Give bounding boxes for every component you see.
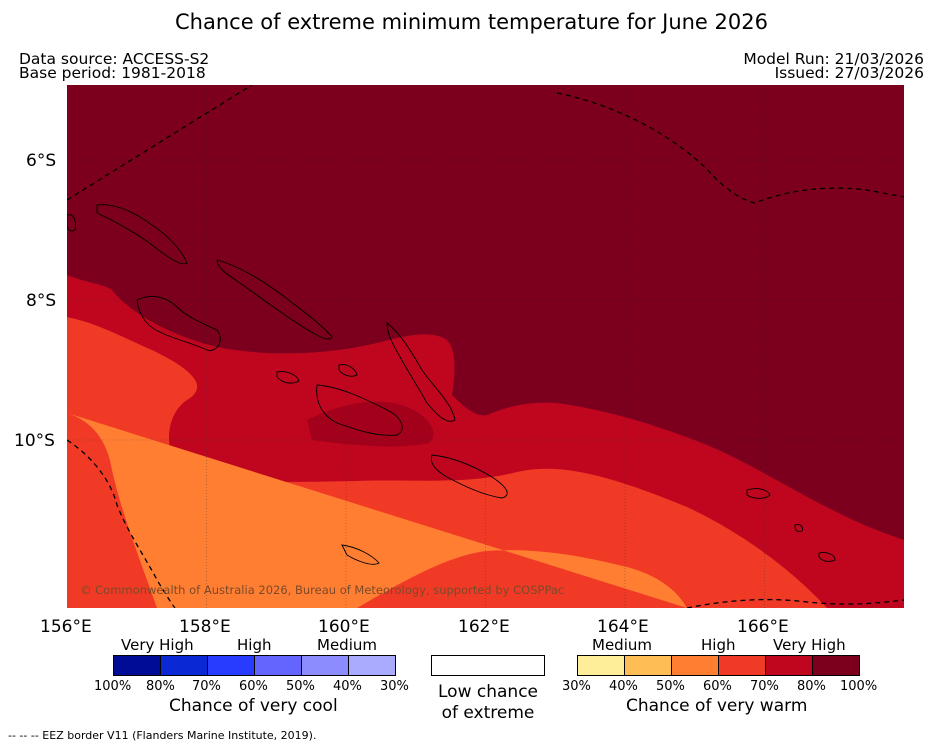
- lon-label-158e: 158°E: [179, 617, 231, 637]
- zone-50-60: [67, 413, 687, 608]
- santa-cruz-island: [746, 488, 771, 499]
- florida-island: [276, 371, 300, 384]
- makira-island: [430, 454, 508, 499]
- coastlines: [67, 204, 836, 565]
- utupua-island: [794, 524, 803, 533]
- warm-tick: 100%: [840, 679, 878, 694]
- cool-tick: 60%: [239, 679, 268, 694]
- russell-island: [338, 364, 358, 377]
- warm-bar-swatch: [812, 655, 860, 676]
- cool-tick: 70%: [192, 679, 221, 694]
- lon-label-160e: 160°E: [318, 617, 370, 637]
- warm-tick: 30%: [562, 679, 591, 694]
- santa-isabel-island: [216, 259, 333, 340]
- bougainville-tip: [67, 214, 76, 232]
- warm-bar-swatch: [718, 655, 766, 676]
- warm-bar-swatch: [671, 655, 719, 676]
- lat-label-6s: 6°S: [26, 151, 57, 171]
- choiseul-island: [96, 204, 188, 265]
- warm-bar-swatch: [577, 655, 625, 676]
- lon-label-164e: 164°E: [597, 617, 649, 637]
- cool-category-very-high: Very High: [121, 636, 194, 654]
- model-run: Model Run: 21/03/2026: [743, 50, 924, 68]
- data-source: Data source: ACCESS-S2: [19, 50, 210, 68]
- cool-tick: 50%: [286, 679, 315, 694]
- cool-tick: 80%: [146, 679, 175, 694]
- rennell-island: [341, 544, 380, 565]
- cool-bar-swatch: [348, 655, 396, 676]
- base-period: Base period: 1981-2018: [19, 64, 206, 82]
- warm-bar-swatch: [624, 655, 672, 676]
- lon-label-166e: 166°E: [737, 617, 789, 637]
- cool-bar-swatch: [207, 655, 255, 676]
- lon-label-162e: 162°E: [458, 617, 510, 637]
- grid-lines: [67, 85, 904, 608]
- cool-category-high: High: [237, 636, 272, 654]
- copyright-notice: © Commonwealth of Australia 2026, Bureau…: [80, 583, 564, 597]
- eez-footnote: -- -- -- EEZ border V11 (Flanders Marine…: [8, 729, 317, 742]
- cool-tick: 40%: [333, 679, 362, 694]
- cool-bar-swatch: [254, 655, 302, 676]
- cool-tick: 30%: [380, 679, 409, 694]
- new-georgia-island: [136, 296, 221, 351]
- lat-label-8s: 8°S: [26, 291, 57, 311]
- warm-bar-swatch: [765, 655, 813, 676]
- warm-tick: 50%: [656, 679, 685, 694]
- cool-legend-label: Chance of very cool: [169, 696, 338, 716]
- cool-tick: 100%: [94, 679, 132, 694]
- cool-bar-swatch: [160, 655, 208, 676]
- guadalcanal-island: [316, 384, 403, 436]
- warm-legend-label: Chance of very warm: [626, 696, 808, 716]
- cool-bar-swatch: [301, 655, 349, 676]
- eez-border: [67, 85, 904, 608]
- forecast-map: © Commonwealth of Australia 2026, Bureau…: [67, 85, 904, 608]
- warm-tick: 80%: [797, 679, 826, 694]
- warm-tick: 60%: [703, 679, 732, 694]
- warm-category-medium: Medium: [592, 636, 652, 654]
- vanikoro-island: [818, 552, 836, 562]
- warm-tick: 70%: [750, 679, 779, 694]
- malaita-island: [386, 322, 456, 422]
- cool-category-medium: Medium: [317, 636, 377, 654]
- map-title: Chance of extreme minimum temperature fo…: [175, 10, 768, 34]
- lon-label-156e: 156°E: [40, 617, 92, 637]
- warm-tick: 40%: [609, 679, 638, 694]
- neutral-swatch: [431, 655, 545, 676]
- lat-label-10s: 10°S: [14, 431, 55, 451]
- cool-bar-swatch: [113, 655, 161, 676]
- warm-category-high: High: [701, 636, 736, 654]
- zone-patch: [307, 401, 434, 447]
- neutral-legend-line1: Low chance: [438, 682, 538, 702]
- warm-category-very-high: Very High: [773, 636, 846, 654]
- issued-date: Issued: 27/03/2026: [774, 64, 924, 82]
- neutral-legend-line2: of extreme: [441, 703, 535, 723]
